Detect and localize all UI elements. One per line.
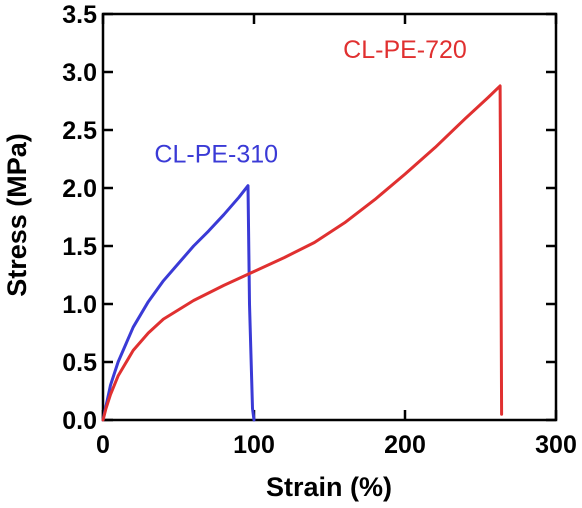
y-tick-label: 2.0	[62, 175, 97, 203]
x-tick-label: 200	[384, 431, 426, 459]
series-label-cl-pe-310: CL-PE-310	[154, 140, 278, 168]
y-tick-label: 3.5	[62, 1, 97, 29]
series-line-cl-pe-310	[101, 184, 256, 422]
series-line-cl-pe-720	[101, 84, 504, 422]
series-layer: CL-PE-310 CL-PE-720	[101, 36, 504, 422]
plot-area-frame	[101, 12, 558, 422]
y-tick-label: 2.5	[62, 117, 97, 145]
x-axis-title: Strain (%)	[266, 472, 392, 502]
y-tick-label: 1.0	[62, 291, 97, 319]
y-tick-label: 3.0	[62, 59, 97, 87]
x-axis-ticks: 0 100 200 300	[96, 14, 577, 459]
series-label-cl-pe-720: CL-PE-720	[343, 36, 467, 64]
x-tick-label: 100	[233, 431, 275, 459]
y-axis-ticks: 0.0 0.5 1.0 1.5 2.0 2.5 3.0 3.5	[62, 1, 556, 435]
y-axis-title: Stress (MPa)	[2, 133, 32, 297]
x-tick-label: 0	[96, 431, 110, 459]
y-tick-label: 1.5	[62, 233, 97, 261]
y-tick-label: 0.0	[62, 407, 97, 435]
x-tick-label: 300	[535, 431, 577, 459]
y-tick-label: 0.5	[62, 349, 97, 377]
